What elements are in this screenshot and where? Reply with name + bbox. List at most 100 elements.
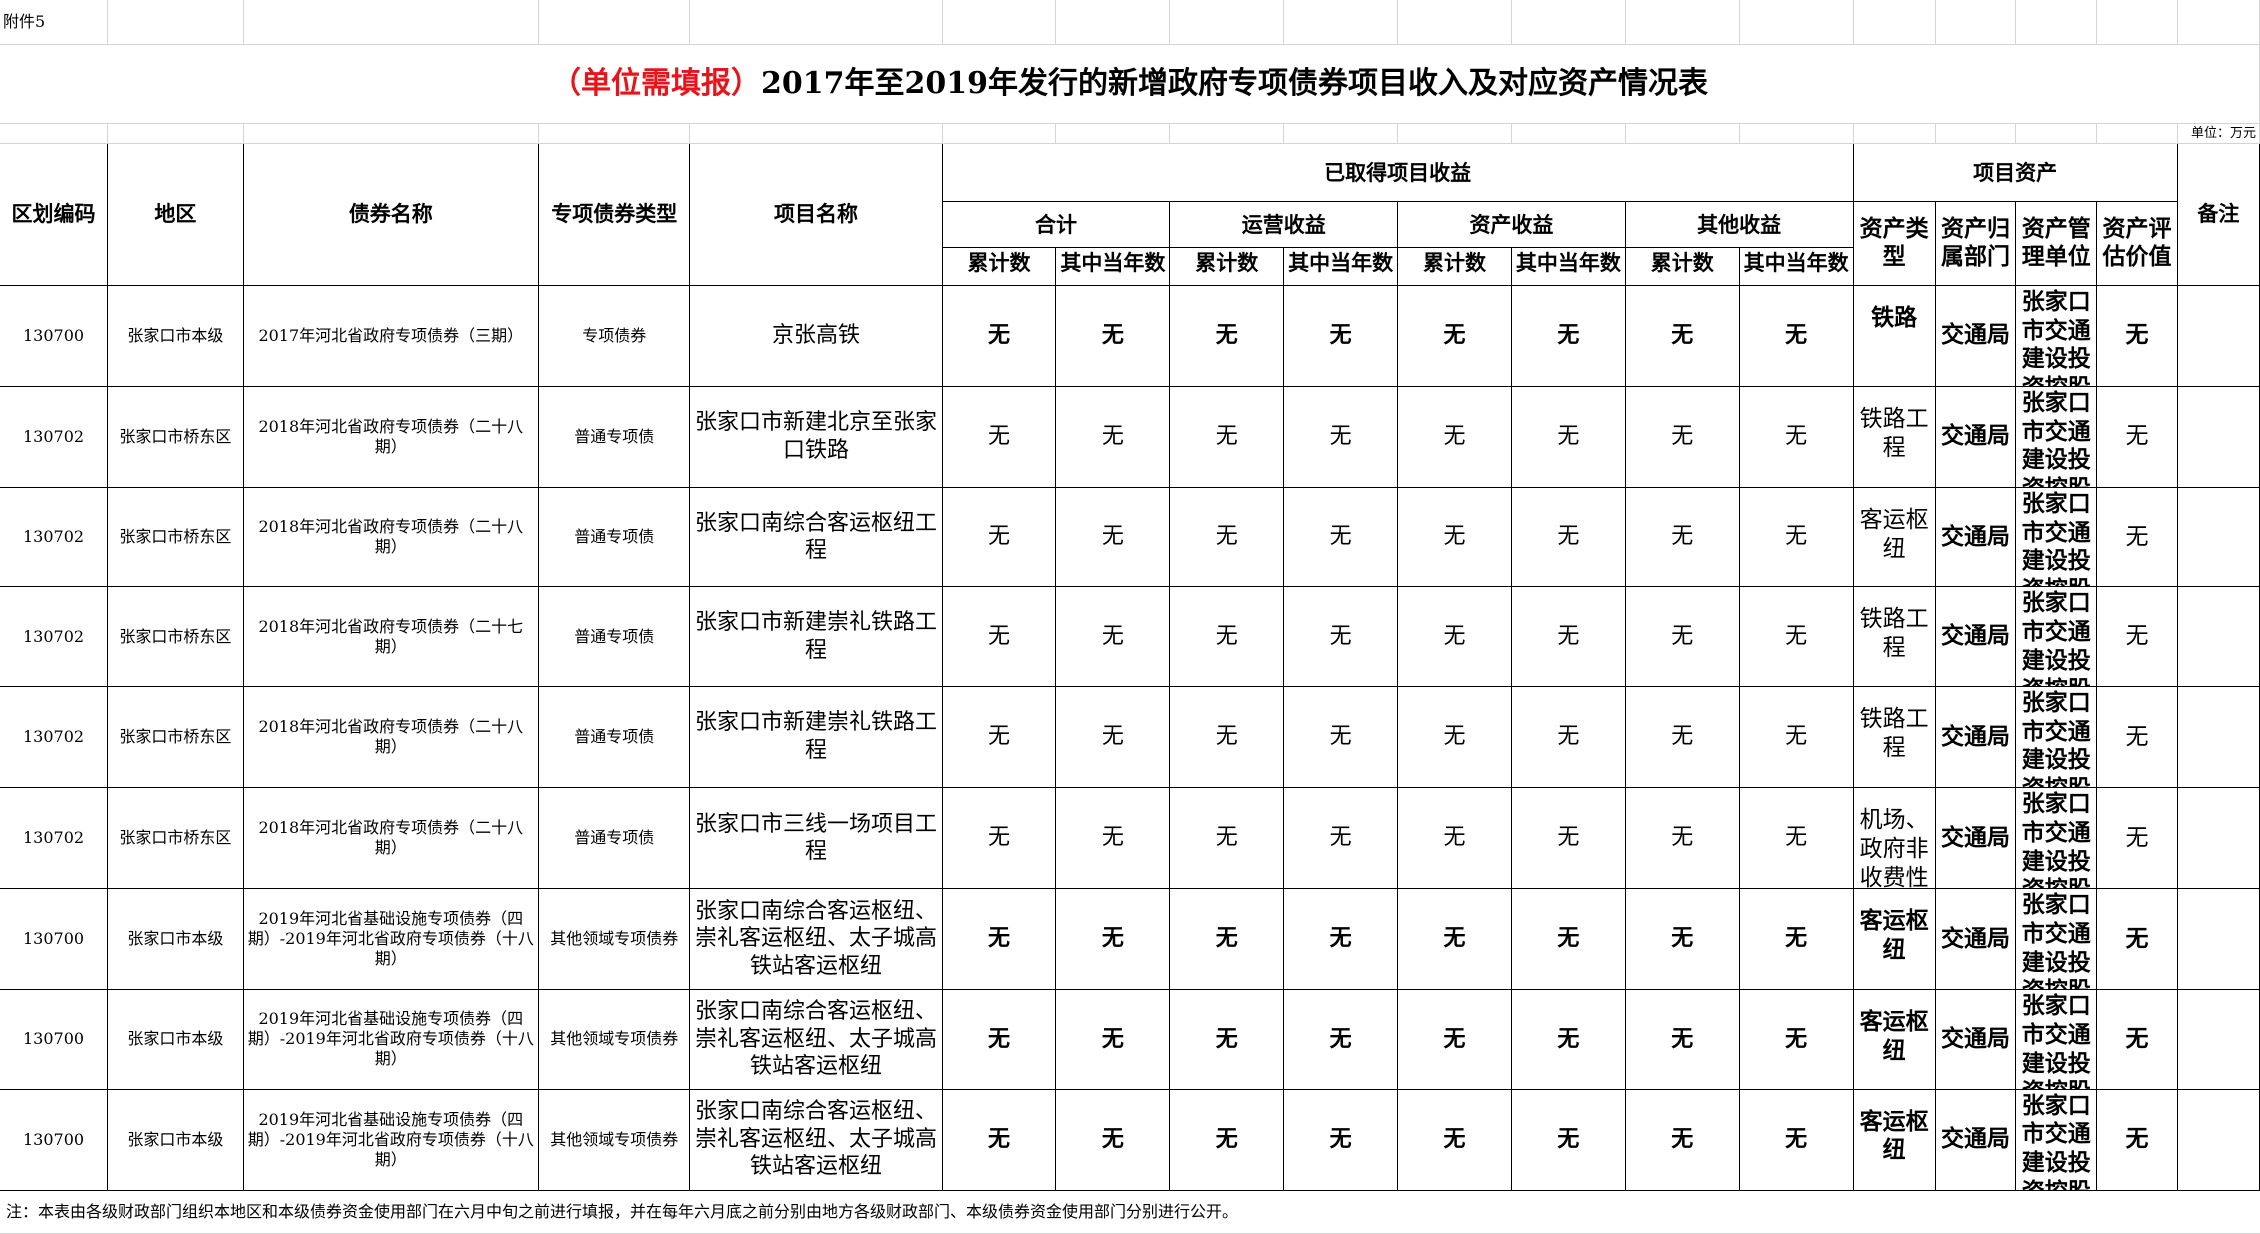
table-cell: 交通局 [1935,788,2017,890]
empty-cell [1284,0,1399,45]
table-cell-text: 2018年河北省政府专项债券（二十八期） [258,818,524,858]
table-cell-text: 普通专项债 [574,426,655,446]
empty-cell [1853,124,1936,145]
empty-cell [690,124,943,145]
table-cell-text: 2019年河北省基础设施专项债券（四期）-2019年河北省政府专项债券（十八期） [247,909,534,969]
table-cell: 张家口市本级 [108,285,244,387]
table-cell: 130700 [0,285,109,387]
table-cell: 铁路工程 [1853,386,1936,488]
table-cell-text: 张家口市交通建设投资控股集团有限公司 [2021,891,2091,989]
table-cell-text: 无 [988,925,1011,952]
table-cell-text: 张家口市交通建设投资控股集团有限公司 [2021,992,2091,1089]
table-cell: 无 [1398,587,1512,687]
table-cell: 无 [1625,386,1740,488]
table-cell-text: 无 [1329,424,1352,450]
table-cell-text: 客运枢纽 [1859,907,1929,963]
table-cell: 无 [1511,1089,1626,1191]
table-cell-text: 无 [988,1125,1011,1152]
table-cell: 无 [2097,285,2178,387]
table-cell-text: 无 [988,825,1011,851]
table-cell-text: 无 [1557,1125,1580,1152]
table-cell-text: 无 [1785,925,1808,952]
table-cell: 交通局 [1935,889,2017,991]
table-cell-text: 无 [1101,322,1124,349]
table-cell-text: 无 [1785,322,1808,349]
table-cell: 其他领域专项债券 [539,889,691,991]
table-cell-text: 其他领域专项债券 [550,1129,679,1149]
table-cell: 交通局 [1935,587,2017,687]
table-cell: 客运枢纽 [1853,487,1936,588]
table-cell: 张家口市桥东区 [108,788,244,890]
table-cell: 无 [1170,889,1285,991]
subheader: 累计数 [1625,248,1740,286]
table-cell-text: 无 [1785,1025,1808,1052]
subheader: 其中当年数 [1739,248,1854,286]
table-cell: 张家口市交通建设投资控股集团有限公司 [2016,1089,2098,1191]
table-cell: 2017年河北省政府专项债券（三期） [243,285,540,387]
asset-header-text: 资产管理单位 [2021,214,2091,271]
table-cell-text: 交通局 [1941,622,2011,650]
table-cell: 张家口市交通建设投资控股集团有限公司 [2016,990,2098,1090]
table-cell: 无 [1511,386,1626,488]
table-cell-text: 张家口市桥东区 [119,527,232,547]
subgroup-header-text: 合计 [1034,211,1077,237]
table-cell: 无 [1170,587,1285,687]
table-cell-text: 无 [1443,825,1466,851]
table-cell: 130700 [0,990,109,1090]
table-cell-text: 无 [1671,1125,1694,1152]
table-cell: 无 [1170,386,1285,488]
table-cell: 无 [942,285,1057,387]
table-cell-text: 无 [1329,724,1352,750]
table-cell-text: 铁路工程 [1859,606,1929,662]
table-cell: 无 [1511,686,1626,788]
table-cell-text: 无 [2125,824,2149,851]
table-cell-text: 无 [1443,925,1466,952]
table-cell: 无 [1739,889,1854,991]
table-cell-text: 普通专项债 [574,828,655,848]
table-cell-text: 无 [1785,623,1808,649]
table-cell-text: 无 [1443,1125,1466,1152]
table-cell-text: 无 [1557,825,1580,851]
table-cell: 无 [1625,587,1740,687]
table-cell: 无 [942,990,1057,1090]
table-cell-text: 无 [1671,424,1694,450]
empty-cell [1170,0,1285,45]
remark-cell [2177,587,2260,687]
table-cell-text: 其他领域专项债券 [550,1029,679,1049]
table-cell: 其他领域专项债券 [539,990,691,1090]
title-text: 2017年至2019年发行的新增政府专项债券项目收入及对应资产情况表 [761,66,1708,102]
table-cell: 无 [1056,285,1171,387]
empty-cell [1056,0,1171,45]
empty-cell [2016,124,2098,145]
empty-cell [1625,124,1740,145]
empty-cell [1625,0,1740,45]
remark-cell [2177,990,2260,1090]
subheader: 其中当年数 [1284,248,1399,286]
table-cell-text: 交通局 [1941,1125,2011,1153]
table-cell: 无 [1170,788,1285,890]
table-cell-text: 张家口南综合客运枢纽、崇礼客运枢纽、太子城高铁站客运枢纽 [694,898,937,979]
empty-cell [1284,124,1399,145]
table-cell-text: 张家口市交通建设投资控股集团有限公司 [2021,790,2091,888]
table-cell-text: 2018年河北省政府专项债券（二十八期） [258,416,524,456]
table-cell-text: 无 [1785,524,1808,550]
empty-cell [942,0,1057,45]
table-cell-text: 无 [988,1025,1011,1052]
subheader: 累计数 [1398,248,1512,286]
table-cell-text: 130702 [23,527,85,547]
group-header: 已取得项目收益 [942,144,1854,203]
table-cell-text: 无 [1329,1025,1352,1052]
table-cell: 无 [1056,990,1171,1090]
table-cell: 130702 [0,487,109,588]
table-cell-text: 无 [1215,322,1238,349]
table-cell-text: 客运枢纽 [1859,506,1929,562]
table-cell: 2019年河北省基础设施专项债券（四期）-2019年河北省政府专项债券（十八期） [243,889,540,991]
table-cell: 无 [1625,788,1740,890]
remark-cell [2177,788,2260,890]
column-header-text: 专项债券类型 [551,201,678,227]
table-cell-text: 无 [2125,924,2149,952]
table-cell-text: 普通专项债 [574,626,655,646]
table-cell-text: 张家口市交通建设投资控股集团有限公司 [2021,489,2091,587]
table-cell: 机场、政府非收费性公路 [1853,788,1936,890]
table-cell: 无 [1398,788,1512,890]
